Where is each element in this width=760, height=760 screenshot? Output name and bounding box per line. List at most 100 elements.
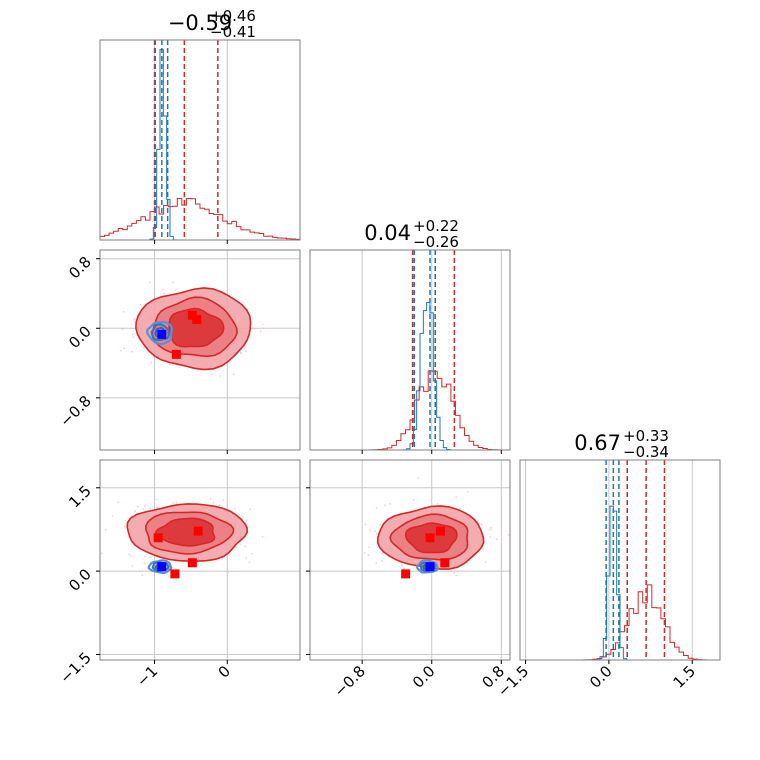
scatter-2-3-sample bbox=[495, 538, 498, 541]
scatter-1-2-sample bbox=[219, 375, 222, 377]
scatter-1-2-sample bbox=[211, 373, 213, 376]
scatter-1-3-sample bbox=[111, 514, 114, 517]
scatter-2-3-sample bbox=[364, 523, 367, 526]
scatter-2-3-red-marker-0 bbox=[425, 533, 435, 543]
scatter-2-3-sample bbox=[367, 554, 370, 557]
scatter-1-2-sample bbox=[253, 327, 256, 330]
scatter-1-3-sample bbox=[227, 571, 230, 574]
title-param-3-minus: −0.34 bbox=[623, 443, 669, 461]
scatter-1-2-sample bbox=[161, 288, 164, 291]
scatter-1-2-frame bbox=[99, 249, 301, 451]
scatter-1-3-sample bbox=[137, 505, 139, 508]
scatter-1-3-sample bbox=[117, 501, 119, 504]
scatter-1-2-sample bbox=[174, 289, 177, 291]
scatter-2-3-sample bbox=[507, 534, 510, 536]
scatter-2-3-sample bbox=[436, 503, 439, 505]
xtick-label-p1-1: 0 bbox=[215, 662, 234, 681]
scatter-2-3-sample bbox=[368, 546, 371, 549]
scatter-1-3-sample bbox=[218, 504, 221, 507]
title-param-2: 0.04 bbox=[364, 221, 411, 245]
scatter-2-3-sample bbox=[484, 561, 487, 563]
hist-3-plot-area bbox=[520, 460, 720, 660]
scatter-1-3-sample bbox=[172, 501, 175, 504]
scatter-2-3-sample bbox=[481, 523, 483, 525]
scatter-1-3-sample bbox=[249, 508, 251, 511]
scatter-1-3-sample bbox=[248, 561, 251, 563]
scatter-1-2-sample bbox=[172, 281, 174, 284]
scatter-2-3-sample bbox=[490, 526, 492, 529]
scatter-1-3-sample bbox=[212, 501, 215, 504]
scatter-1-2-sample bbox=[132, 336, 135, 339]
scatter-2-3-sample bbox=[375, 532, 378, 535]
scatter-2-3-sample bbox=[453, 571, 456, 574]
scatter-1-2-sample bbox=[150, 361, 153, 364]
scatter-1-3-sample bbox=[142, 508, 145, 510]
scatter-2-3-sample bbox=[363, 552, 366, 554]
scatter-1-2-blue-contour-1 bbox=[150, 323, 170, 342]
title-param-1-plus: +0.46 bbox=[210, 7, 256, 25]
hist-1-frame bbox=[99, 39, 301, 241]
scatter-1-3-red-contour-2 bbox=[155, 517, 216, 547]
scatter-1-2-sample bbox=[133, 318, 136, 320]
scatter-1-3-sample bbox=[209, 497, 212, 500]
scatter-2-3-sample bbox=[389, 503, 391, 505]
scatter-1-2-sample bbox=[232, 373, 235, 376]
panel-hist-param-1 bbox=[99, 39, 301, 241]
scatter-2-3-sample bbox=[379, 524, 382, 526]
scatter-1-3-sample bbox=[144, 505, 146, 508]
scatter-1-3-red-marker-0 bbox=[153, 533, 163, 543]
scatter-1-3-sample bbox=[149, 556, 152, 558]
title-param-2-minus: −0.26 bbox=[413, 233, 459, 251]
scatter-1-3-sample bbox=[235, 546, 237, 549]
scatter-1-3-red-marker-2 bbox=[187, 558, 197, 568]
scatter-2-3-sample bbox=[369, 529, 372, 532]
scatter-2-3-red-marker-1 bbox=[435, 526, 445, 536]
scatter-1-3-sample bbox=[104, 529, 107, 531]
scatter-1-2-sample bbox=[123, 347, 125, 350]
scatter-2-3-sample bbox=[482, 547, 484, 550]
scatter-2-3-sample bbox=[489, 528, 491, 531]
scatter-1-3-sample bbox=[222, 498, 225, 501]
scatter-2-3-sample bbox=[374, 530, 376, 532]
scatter-1-3-sample bbox=[123, 525, 126, 528]
xtick-label-p3-2: 1.5 bbox=[669, 662, 699, 692]
title-param-1-minus: −0.41 bbox=[210, 23, 256, 41]
scatter-2-3-sample bbox=[417, 477, 420, 480]
scatter-1-2-sample bbox=[140, 303, 142, 306]
scatter-1-3-red-marker-1 bbox=[193, 526, 203, 536]
panel-hist-param-3 bbox=[519, 459, 721, 661]
scatter-1-3-sample bbox=[239, 543, 241, 546]
scatter-1-2-sample bbox=[149, 244, 151, 246]
scatter-1-2-red-marker-1 bbox=[192, 315, 202, 325]
scatter-1-2-red-contour-2 bbox=[168, 307, 225, 348]
scatter-1-2-sample bbox=[121, 328, 124, 330]
scatter-1-2-sample bbox=[120, 349, 122, 352]
xtick-label-p3-1: 0.0 bbox=[586, 662, 616, 692]
scatter-1-2-sample bbox=[122, 311, 125, 313]
scatter-2-3-red-marker-3 bbox=[401, 569, 411, 579]
title-param-2-plus: +0.22 bbox=[413, 217, 459, 235]
scatter-2-3-sample bbox=[489, 536, 492, 538]
scatter-1-3-sample bbox=[131, 565, 134, 567]
scatter-1-3-sample bbox=[144, 555, 146, 558]
scatter-1-3-sample bbox=[244, 545, 247, 547]
scatter-1-2-blue-contour-0 bbox=[146, 320, 174, 346]
scatter-2-3-sample bbox=[384, 504, 386, 507]
scatter-1-2-plot-area bbox=[100, 244, 300, 450]
xtick-label-p2-0: −0.8 bbox=[331, 662, 369, 700]
xtick-label-p2-1: 0.0 bbox=[409, 662, 439, 692]
hist-3-frame bbox=[519, 459, 721, 661]
scatter-1-2-sample bbox=[143, 346, 145, 349]
scatter-1-3-sample bbox=[175, 501, 178, 504]
scatter-1-3-sample bbox=[149, 507, 152, 510]
hist-2-plot-area bbox=[310, 250, 510, 450]
scatter-2-3-blue-contour-0 bbox=[415, 559, 439, 574]
scatter-1-3-sample bbox=[261, 535, 264, 538]
scatter-1-3-plot-area bbox=[100, 460, 300, 660]
scatter-1-3-sample bbox=[128, 553, 131, 556]
scatter-1-2-red-marker-2 bbox=[171, 349, 181, 359]
panel-hist-param-2 bbox=[309, 249, 511, 451]
scatter-1-2-sample bbox=[261, 323, 264, 326]
hist-2-frame bbox=[309, 249, 511, 451]
